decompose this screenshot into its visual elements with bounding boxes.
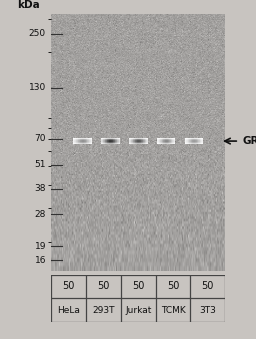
Text: 50: 50 — [167, 281, 179, 292]
Text: GRK6: GRK6 — [243, 136, 256, 146]
Text: kDa: kDa — [17, 0, 40, 9]
Text: Jurkat: Jurkat — [125, 306, 152, 315]
Text: 250: 250 — [29, 29, 46, 38]
Text: 28: 28 — [35, 210, 46, 219]
Text: 38: 38 — [35, 184, 46, 194]
Text: 50: 50 — [132, 281, 144, 292]
Text: 50: 50 — [202, 281, 214, 292]
Text: 70: 70 — [35, 134, 46, 143]
Text: 130: 130 — [29, 83, 46, 92]
Text: 293T: 293T — [92, 306, 115, 315]
Text: 50: 50 — [62, 281, 75, 292]
Text: TCMK: TCMK — [161, 306, 185, 315]
Text: 50: 50 — [97, 281, 110, 292]
Text: 3T3: 3T3 — [199, 306, 216, 315]
Text: HeLa: HeLa — [57, 306, 80, 315]
Text: 19: 19 — [35, 242, 46, 251]
Text: 16: 16 — [35, 256, 46, 265]
Text: 51: 51 — [35, 160, 46, 169]
